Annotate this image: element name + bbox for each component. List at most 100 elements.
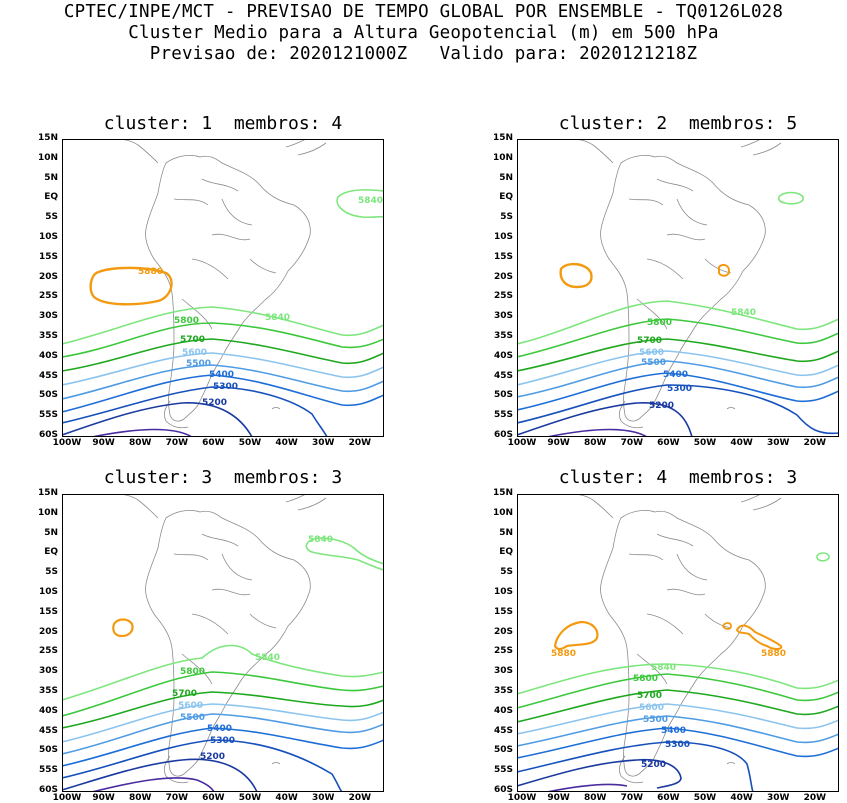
lat-tick-label: 30S <box>38 666 58 677</box>
label-5200: 5200 <box>200 752 225 762</box>
lat-tick-label: 20S <box>38 271 58 282</box>
label-5700: 5700 <box>637 691 662 701</box>
coastline-border <box>145 510 311 777</box>
lat-tick-label: 15N <box>37 488 58 498</box>
lat-tick-label: 5N <box>44 172 58 183</box>
contour-5800 <box>517 318 839 358</box>
lon-tick-label: 70W <box>620 438 644 448</box>
coastline-border <box>618 400 644 429</box>
coastline-border <box>271 762 281 765</box>
main-title: CPTEC/INPE/MCT - PREVISAO DE TEMPO GLOBA… <box>63 2 784 22</box>
lat-tick-label: 5S <box>45 567 58 578</box>
label-5880-west: 5880 <box>551 649 576 659</box>
contour-5300 <box>517 384 839 435</box>
label-5500: 5500 <box>641 358 666 368</box>
panel-3-title: cluster: 3 membros: 3 <box>103 467 343 488</box>
label-5200: 5200 <box>641 760 666 770</box>
contour-5880-brazil <box>735 624 783 650</box>
south-america-outline <box>115 139 327 429</box>
lon-tick-label: 80W <box>583 438 607 448</box>
contour-5300 <box>517 741 754 792</box>
contour-5300 <box>62 386 328 437</box>
lat-tick-label: 40S <box>38 705 58 716</box>
lon-tick-label: 30W <box>766 438 790 448</box>
label-5600: 5600 <box>178 701 203 711</box>
label-5200: 5200 <box>202 398 227 408</box>
lat-tick-label: 45S <box>38 725 58 736</box>
lon-tick-label: 90W <box>92 438 115 448</box>
lon-tick-label: 40W <box>275 793 298 803</box>
lat-tick-label: 15S <box>38 606 58 617</box>
coastline-border <box>740 494 782 511</box>
lat-tick-label: 30S <box>493 666 513 677</box>
lat-tick-label: 45S <box>493 725 513 736</box>
contour-5840-east <box>777 191 804 205</box>
lon-tick-label: 90W <box>547 793 570 803</box>
lat-tick-label: 10N <box>37 152 58 163</box>
coastline-border <box>570 139 614 164</box>
label-5400: 5400 <box>661 726 686 736</box>
lat-tick-label: 20S <box>493 626 513 637</box>
contour-5200 <box>517 402 693 437</box>
lat-tick-label: 5N <box>44 527 58 538</box>
lon-tick-label: 70W <box>165 438 189 448</box>
contour-5840 <box>517 300 839 345</box>
label-5800: 5800 <box>633 674 658 684</box>
lat-tick-label: 35S <box>493 331 513 341</box>
label-5200: 5200 <box>649 401 674 411</box>
label-5300: 5300 <box>665 740 690 750</box>
lat-tick-label: 10N <box>492 507 513 518</box>
lat-tick-label: 10S <box>493 587 513 597</box>
contour-5100 <box>91 428 193 437</box>
lat-tick-label: 40S <box>38 350 58 361</box>
lon-tick-label: 60W <box>657 793 680 803</box>
coastline-border <box>285 494 327 511</box>
lon-tick-label: 80W <box>583 793 607 803</box>
lon-tick-label: 20W <box>803 793 827 803</box>
lon-tick-label: 50W <box>693 438 717 448</box>
south-america-outline <box>570 139 782 429</box>
lat-tick-label: 5N <box>499 527 513 538</box>
contour-5600 <box>62 703 384 743</box>
coastline-border <box>570 494 614 519</box>
contour-5200 <box>62 402 253 437</box>
contour-5600 <box>62 352 384 386</box>
lon-tick-label: 50W <box>238 438 262 448</box>
lon-tick-label: 70W <box>620 793 644 803</box>
coastline-border <box>726 407 736 410</box>
lat-tick-label: 5S <box>500 567 513 578</box>
lon-tick-label: 90W <box>547 438 570 448</box>
contour-5100 <box>91 777 215 792</box>
south-america-outline <box>570 494 782 784</box>
contour-5700 <box>62 338 384 372</box>
coastline-border <box>173 533 277 685</box>
lon-tick-label: 90W <box>92 793 115 803</box>
lon-tick-label: 100W <box>52 438 82 448</box>
lat-tick-label: 30S <box>493 311 513 322</box>
contour-5840 <box>517 663 839 695</box>
lat-tick-label: 50S <box>38 390 58 401</box>
lon-tick-label: 60W <box>202 793 225 803</box>
contour-5400 <box>62 727 384 767</box>
label-5400: 5400 <box>207 724 232 734</box>
lon-tick-label: 40W <box>275 438 298 448</box>
label-5700: 5700 <box>180 335 205 345</box>
label-5840: 5840 <box>731 308 756 318</box>
panel-4-title: cluster: 4 membros: 3 <box>558 467 798 488</box>
lat-tick-label: 5S <box>500 212 513 223</box>
lon-tick-label: 100W <box>507 438 537 448</box>
coastline-border <box>600 155 766 422</box>
contour-5880 <box>89 266 173 306</box>
map-frame <box>62 494 384 792</box>
lat-tick-label: 15S <box>493 606 513 617</box>
label-5800: 5800 <box>174 316 199 326</box>
lat-tick-label: 55S <box>493 765 513 776</box>
label-5500: 5500 <box>643 715 668 725</box>
contour-5840-east <box>336 189 384 219</box>
lat-tick-label: 60S <box>493 430 513 440</box>
contour-5400 <box>517 372 839 411</box>
coastline-border <box>726 762 736 765</box>
label-5500: 5500 <box>186 359 211 369</box>
lon-tick-label: 30W <box>311 438 335 448</box>
lat-tick-label: 10S <box>493 232 513 242</box>
